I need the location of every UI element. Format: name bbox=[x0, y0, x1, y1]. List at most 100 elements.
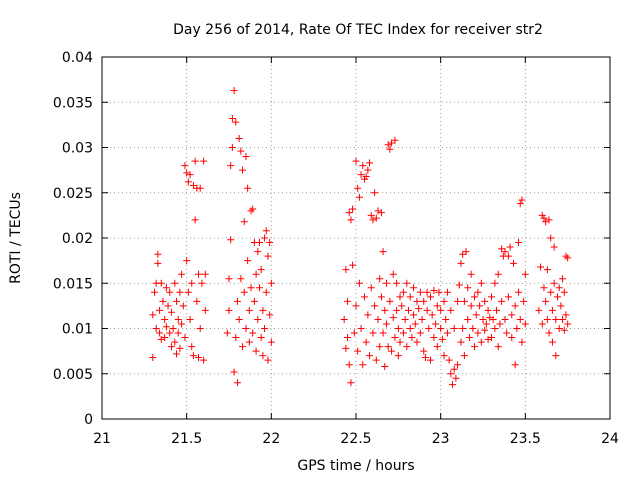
data-point bbox=[545, 216, 553, 224]
data-point bbox=[154, 250, 162, 258]
data-point bbox=[266, 239, 274, 247]
data-point bbox=[559, 315, 567, 323]
data-point bbox=[345, 361, 353, 369]
data-point bbox=[443, 329, 451, 337]
data-point bbox=[150, 288, 158, 296]
data-point bbox=[421, 353, 429, 361]
data-point bbox=[564, 254, 572, 262]
y-tick-label: 0.01 bbox=[62, 322, 93, 338]
data-point bbox=[352, 302, 360, 310]
data-point bbox=[386, 145, 394, 153]
data-point bbox=[469, 325, 477, 332]
data-point bbox=[193, 297, 201, 305]
data-point bbox=[555, 325, 563, 332]
chart-title: Day 256 of 2014, Rate Of TEC Index for r… bbox=[173, 22, 543, 38]
data-point bbox=[508, 334, 516, 342]
data-point bbox=[372, 214, 380, 222]
data-point bbox=[228, 115, 236, 123]
data-point bbox=[252, 347, 260, 355]
data-point bbox=[171, 279, 179, 287]
data-point bbox=[364, 166, 372, 174]
data-point bbox=[227, 162, 235, 170]
data-point bbox=[344, 297, 352, 305]
data-point bbox=[232, 118, 240, 126]
data-point bbox=[196, 184, 204, 192]
data-point bbox=[239, 166, 247, 174]
data-point bbox=[518, 196, 526, 204]
data-point bbox=[371, 189, 379, 197]
data-point bbox=[227, 236, 235, 244]
data-point bbox=[259, 352, 267, 360]
data-point bbox=[179, 302, 187, 310]
data-point bbox=[174, 315, 182, 323]
data-point bbox=[191, 216, 199, 224]
data-point bbox=[233, 297, 241, 305]
data-point bbox=[169, 325, 177, 332]
y-tick-label: 0.03 bbox=[62, 141, 93, 157]
data-point bbox=[420, 347, 428, 355]
data-point bbox=[156, 329, 164, 337]
data-point bbox=[418, 315, 426, 323]
data-point bbox=[384, 141, 392, 149]
data-point bbox=[186, 171, 194, 179]
data-point bbox=[489, 315, 497, 323]
data-point bbox=[484, 306, 492, 314]
data-point bbox=[156, 306, 164, 314]
data-point bbox=[447, 306, 455, 314]
data-point bbox=[376, 343, 384, 351]
data-point bbox=[376, 275, 384, 283]
data-point bbox=[559, 275, 567, 283]
data-point bbox=[257, 266, 265, 274]
data-point bbox=[550, 279, 558, 287]
data-point bbox=[399, 329, 407, 337]
data-point bbox=[498, 297, 506, 305]
data-point bbox=[513, 325, 521, 332]
y-axis-label: ROTI / TECUs bbox=[8, 192, 24, 284]
data-point bbox=[267, 338, 275, 346]
data-point bbox=[264, 252, 272, 260]
data-point bbox=[465, 334, 473, 342]
data-point bbox=[547, 234, 555, 242]
data-point bbox=[391, 334, 399, 342]
data-point bbox=[394, 352, 402, 360]
data-point bbox=[394, 325, 402, 332]
data-point bbox=[189, 352, 197, 360]
data-point bbox=[201, 306, 209, 314]
y-tick-label: 0.04 bbox=[62, 50, 93, 66]
data-point bbox=[454, 361, 462, 369]
data-point bbox=[457, 259, 465, 267]
data-point bbox=[228, 144, 236, 151]
data-point bbox=[552, 352, 560, 360]
data-point bbox=[393, 306, 401, 314]
data-point bbox=[479, 315, 487, 323]
data-point bbox=[240, 288, 248, 296]
data-point bbox=[503, 329, 511, 337]
data-point bbox=[447, 370, 455, 378]
data-point bbox=[255, 284, 263, 292]
data-point bbox=[164, 302, 172, 310]
data-point bbox=[355, 193, 363, 201]
data-point bbox=[435, 288, 443, 296]
data-point bbox=[515, 239, 523, 247]
data-point bbox=[167, 308, 175, 316]
data-point bbox=[548, 306, 556, 314]
data-point bbox=[223, 329, 231, 337]
data-point bbox=[562, 252, 570, 260]
data-point bbox=[267, 279, 275, 287]
y-tick-label: 0.025 bbox=[53, 186, 93, 202]
data-point bbox=[235, 134, 243, 142]
data-point bbox=[545, 329, 553, 337]
data-point bbox=[535, 306, 543, 314]
data-point bbox=[374, 207, 382, 215]
data-point bbox=[359, 361, 367, 369]
data-point bbox=[149, 311, 157, 319]
data-point bbox=[496, 320, 504, 328]
data-point bbox=[552, 315, 560, 323]
data-point bbox=[157, 279, 165, 287]
data-series-roti bbox=[149, 86, 572, 389]
grid-lines bbox=[102, 57, 610, 419]
data-point bbox=[359, 162, 367, 170]
data-point bbox=[254, 248, 262, 256]
data-point bbox=[464, 284, 472, 292]
data-point bbox=[183, 169, 191, 177]
